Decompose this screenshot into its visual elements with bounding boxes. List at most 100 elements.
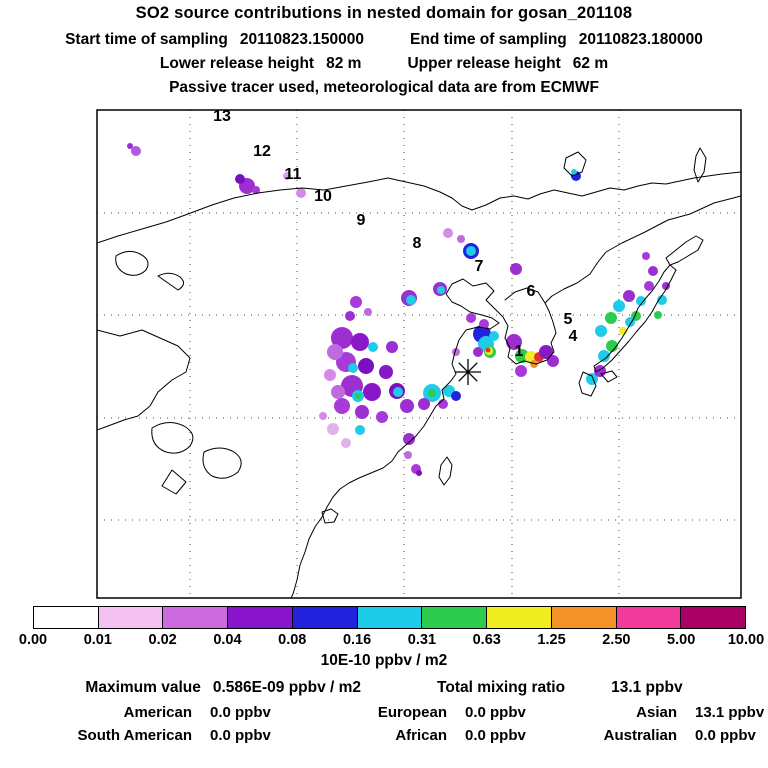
concentration-cell [350, 296, 362, 308]
coastline-layer [97, 147, 741, 598]
concentration-cell [386, 341, 398, 353]
concentration-cell [479, 319, 489, 329]
island-taiwan [438, 456, 453, 486]
border-north [97, 171, 741, 244]
sampling-time-line: Start time of sampling 20110823.150000 End… [0, 31, 768, 49]
region-name: American [123, 704, 192, 721]
end-time-value: 20110823.180000 [578, 31, 703, 48]
island-hokkaido [665, 235, 704, 266]
colorbar-tick-labels: 0.00 0.01 0.02 0.04 0.08 0.16 0.31 0.63 1.25 2.50… [0, 632, 768, 650]
concentration-cell [428, 389, 436, 397]
concentration-cell [606, 340, 618, 352]
trajectory-label: 5 [564, 311, 573, 328]
concentration-cell [443, 228, 453, 238]
concentration-cell [319, 412, 327, 420]
concentration-cell [586, 373, 598, 385]
upper-release-value: 62 m [572, 55, 609, 72]
concentration-cell [368, 342, 378, 352]
concentration-cell [341, 438, 351, 448]
lower-release-label: Lower release height [159, 55, 315, 72]
colorbar-tick: 10.00 [727, 632, 765, 648]
region-name: Australian [603, 727, 677, 744]
colorbar-segment [421, 607, 487, 628]
map-gridlines [97, 110, 741, 598]
start-time-label: Start time of sampling [65, 31, 228, 48]
max-value-label: Maximum value [85, 679, 201, 696]
colorbar-tick: 0.02 [148, 632, 177, 648]
concentration-cell [644, 281, 654, 291]
colorbar-segment [680, 607, 746, 628]
concentration-cell [657, 295, 667, 305]
concentration-cell [451, 391, 461, 401]
concentration-cell [418, 398, 430, 410]
concentration-cell [654, 311, 662, 319]
concentration-cell [364, 308, 372, 316]
colorbar-tick: 0.04 [213, 632, 242, 648]
summary-line: Maximum value 0.586E-09 ppbv / m2 Total mi… [0, 679, 768, 697]
concentration-cell [296, 188, 306, 198]
concentration-cell [404, 451, 412, 459]
total-mixing-label: Total mixing ratio [437, 679, 566, 696]
concentration-cells [127, 143, 670, 476]
concentration-cell [437, 286, 445, 294]
concentration-cell [648, 266, 658, 276]
lower-release-value: 82 m [326, 55, 362, 72]
total-mixing-value: 13.1 ppbv [611, 679, 683, 696]
lake-sw-2 [202, 447, 242, 479]
lake-sw-3 [161, 469, 187, 495]
region-value: 0.0 ppbv [465, 704, 526, 721]
concentration-cell [416, 470, 422, 476]
concentration-cell [127, 143, 133, 149]
concentration-cell [506, 334, 522, 350]
tracer-note: Passive tracer used, meteorological data… [169, 79, 599, 96]
concentration-cell [331, 327, 353, 349]
concentration-cell [355, 393, 361, 399]
island-kyushu [578, 371, 597, 397]
colorbar-units: 10E-10 ppbv / m2 [320, 652, 448, 669]
concentration-cell [283, 172, 291, 180]
lake-nw-1 [115, 250, 149, 276]
region-value: 13.1 ppbv [695, 704, 765, 721]
concentration-cell [466, 313, 476, 323]
map-border [96, 109, 742, 599]
lake-sw-1 [151, 422, 194, 454]
colorbar-segment [356, 607, 422, 628]
border-sw [97, 329, 191, 431]
concentration-cell [457, 235, 465, 243]
trajectory-label: 11 [285, 166, 302, 183]
concentration-cell [252, 186, 260, 194]
concentration-cell [345, 311, 355, 321]
concentration-cell [393, 387, 403, 397]
concentration-cell [376, 411, 388, 423]
region-value: 0.0 ppbv [210, 727, 271, 744]
concentration-cell [571, 169, 577, 175]
concentration-cell [485, 347, 491, 353]
concentration-cell [598, 350, 610, 362]
concentration-cell [331, 385, 345, 399]
start-time-value: 20110823.150000 [239, 31, 365, 48]
colorbar-segment [486, 607, 551, 628]
concentration-cell [466, 246, 476, 256]
colorbar-segment [291, 607, 357, 628]
concentration-cell [334, 398, 350, 414]
concentration-cell [400, 399, 414, 413]
colorbar-segment [97, 607, 163, 628]
concentration-cell [351, 333, 369, 351]
page-title: SO2 source contributions in nested domai… [135, 4, 633, 22]
colorbar-tick: 0.31 [407, 632, 437, 648]
concentration-cell [642, 252, 650, 260]
colorbar-tick: 0.01 [83, 632, 112, 648]
concentration-cell [403, 433, 415, 445]
concentration-cell [489, 331, 499, 341]
concentration-cell [379, 365, 393, 379]
concentration-cell [358, 358, 374, 374]
colorbar-tick: 0.16 [342, 632, 372, 648]
trajectory-layer: 13 12 11 10 9 8 7 6 54 1 [213, 108, 578, 385]
region-name: African [395, 727, 447, 744]
concentration-cell [355, 425, 365, 435]
island-hainan [321, 508, 339, 524]
concentration-cell [348, 363, 358, 373]
trajectory-label: 13 [213, 108, 231, 125]
concentration-cell [605, 312, 617, 324]
